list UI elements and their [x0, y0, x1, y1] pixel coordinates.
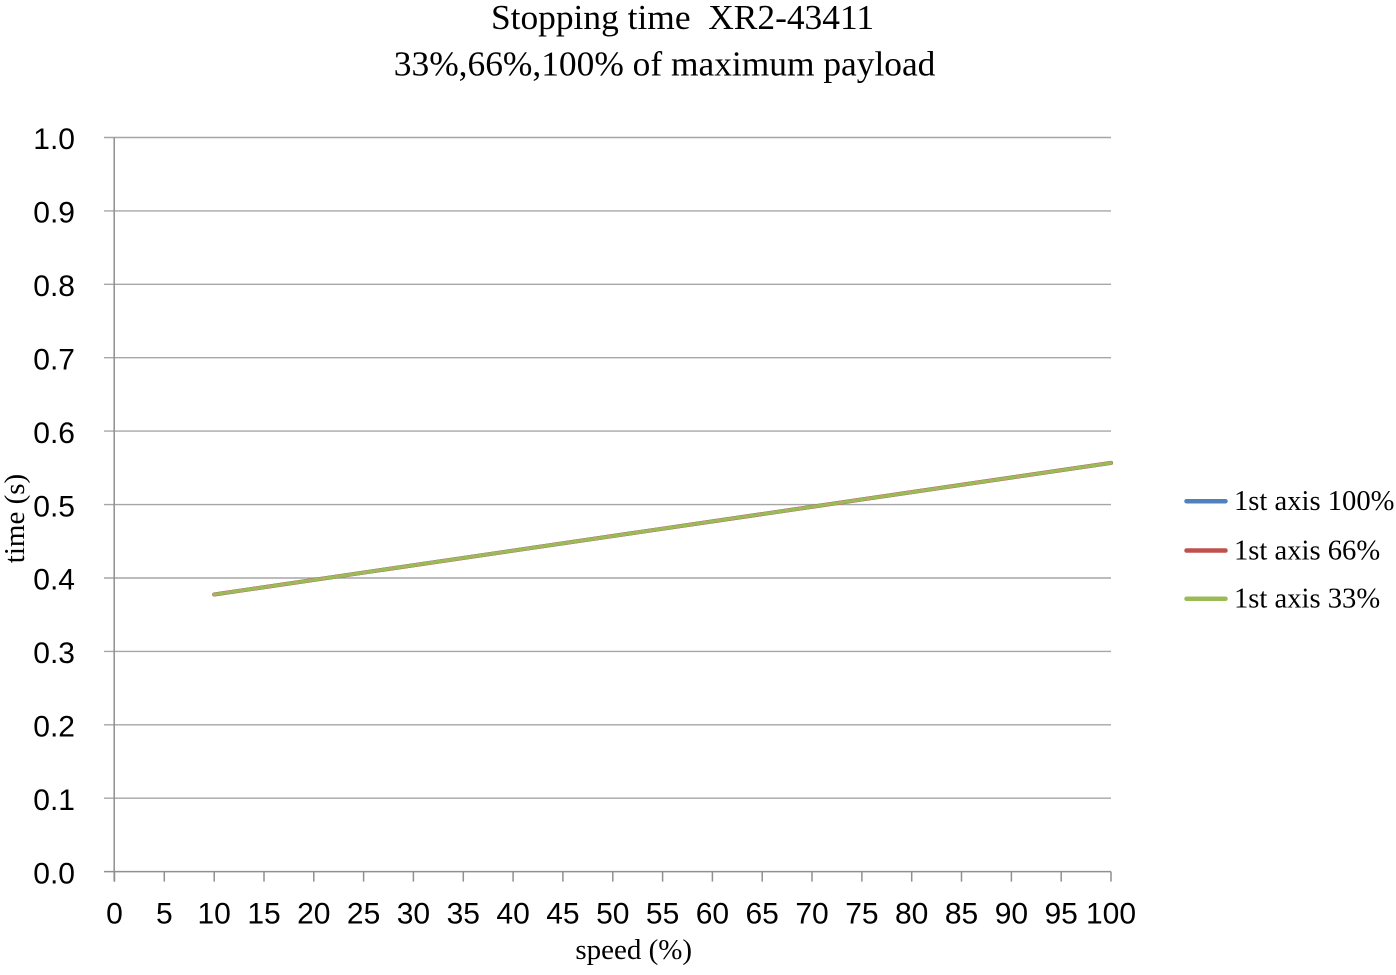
svg-text:0.8: 0.8 — [33, 270, 75, 303]
svg-text:1st axis 66%: 1st axis 66% — [1234, 535, 1380, 566]
svg-text:0: 0 — [106, 897, 123, 930]
svg-text:1st axis 33%: 1st axis 33% — [1234, 584, 1380, 615]
svg-text:60: 60 — [696, 897, 729, 930]
svg-text:time (s): time (s) — [0, 474, 31, 563]
svg-text:100: 100 — [1086, 897, 1136, 930]
svg-text:95: 95 — [1045, 897, 1078, 930]
svg-text:1.0: 1.0 — [33, 123, 75, 156]
svg-text:0.2: 0.2 — [33, 711, 75, 744]
svg-text:45: 45 — [546, 897, 579, 930]
svg-text:80: 80 — [895, 897, 928, 930]
svg-text:90: 90 — [995, 897, 1028, 930]
svg-text:70: 70 — [795, 897, 828, 930]
svg-text:0.1: 0.1 — [33, 784, 75, 817]
svg-text:0.5: 0.5 — [33, 490, 75, 523]
svg-text:0.0: 0.0 — [33, 857, 75, 890]
svg-text:0.7: 0.7 — [33, 343, 75, 376]
svg-text:0.4: 0.4 — [33, 564, 75, 597]
svg-text:75: 75 — [845, 897, 878, 930]
svg-text:85: 85 — [945, 897, 978, 930]
svg-text:10: 10 — [198, 897, 231, 930]
svg-text:5: 5 — [156, 897, 173, 930]
svg-text:30: 30 — [397, 897, 430, 930]
svg-text:20: 20 — [297, 897, 330, 930]
svg-text:35: 35 — [447, 897, 480, 930]
svg-text:55: 55 — [646, 897, 679, 930]
svg-text:0.6: 0.6 — [33, 417, 75, 450]
svg-text:0.9: 0.9 — [33, 197, 75, 230]
svg-text:0.3: 0.3 — [33, 637, 75, 670]
svg-text:65: 65 — [746, 897, 779, 930]
svg-text:25: 25 — [347, 897, 380, 930]
svg-text:15: 15 — [247, 897, 280, 930]
svg-text:40: 40 — [496, 897, 529, 930]
svg-text:Stopping time XR2-43411: Stopping time XR2-43411 — [491, 0, 874, 37]
svg-text:1st axis 100%: 1st axis 100% — [1234, 486, 1394, 517]
svg-text:50: 50 — [596, 897, 629, 930]
svg-text:speed (%): speed (%) — [575, 934, 692, 966]
svg-text:33%,66%,100% of maximum payloa: 33%,66%,100% of maximum payload — [394, 44, 936, 84]
